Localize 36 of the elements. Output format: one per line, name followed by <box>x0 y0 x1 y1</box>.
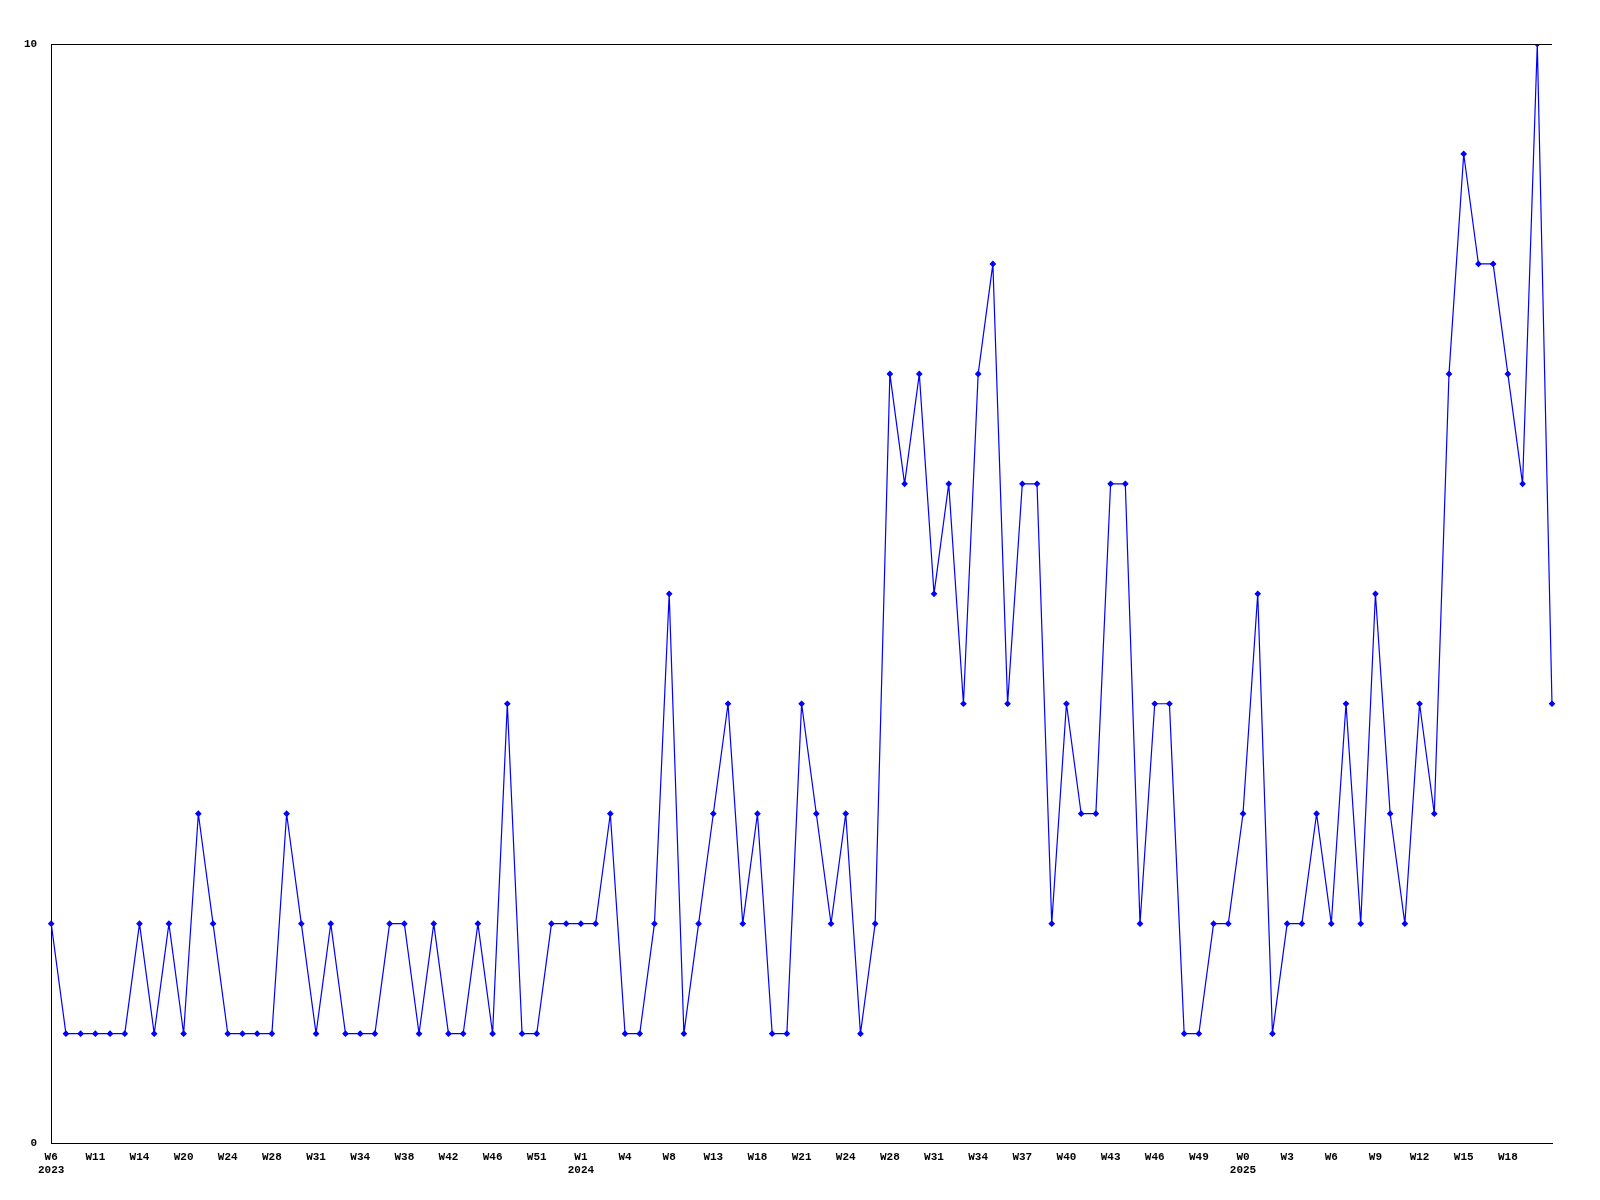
x-tick-label: W51 <box>526 1150 548 1163</box>
x-tick-label: W38 <box>394 1150 415 1163</box>
x-tick-label: W43 <box>1100 1150 1121 1163</box>
x-tick-label: W4 <box>618 1150 633 1163</box>
x-tick-label: W0 2025 <box>1229 1150 1257 1177</box>
x-tick-label: W37 <box>1012 1150 1033 1163</box>
x-tick-label: W18 <box>747 1150 768 1163</box>
x-tick-label: W20 <box>173 1150 194 1163</box>
x-tick-label: W40 <box>1056 1150 1077 1163</box>
x-tick-label: W28 <box>879 1150 901 1163</box>
x-tick-label: W11 <box>85 1150 106 1163</box>
x-tick-label: W24 <box>835 1150 857 1163</box>
x-tick-label: W14 <box>129 1150 150 1163</box>
x-tick-label: W15 <box>1453 1150 1475 1163</box>
x-tick-label: W6 2023 <box>38 1150 65 1177</box>
y-tick-label: 10 <box>24 37 38 50</box>
x-tick-label: W8 <box>662 1150 677 1163</box>
x-tick-label: W31 <box>306 1150 327 1163</box>
x-tick-label: W24 <box>217 1150 239 1163</box>
x-tick-label: W13 <box>703 1150 724 1163</box>
x-tick-label: W12 <box>1409 1150 1430 1163</box>
y-tick-label: 0 <box>30 1137 38 1150</box>
x-tick-label: W1 2024 <box>567 1150 595 1177</box>
x-tick-label: W34 <box>968 1150 989 1163</box>
x-tick-label: W34 <box>350 1150 371 1163</box>
x-tick-label: W46 <box>1144 1150 1165 1163</box>
x-tick-label: W31 <box>924 1150 945 1163</box>
x-tick-label: W49 <box>1188 1150 1209 1163</box>
x-tick-label: W42 <box>438 1150 459 1163</box>
x-tick-label: W3 <box>1280 1150 1295 1163</box>
x-tick-label: W18 <box>1497 1150 1519 1163</box>
x-tick-label: W46 <box>482 1150 503 1163</box>
x-tick-label: W9 <box>1368 1150 1383 1163</box>
x-tick-label: W28 <box>262 1150 283 1163</box>
x-tick-label: W21 <box>791 1150 812 1163</box>
x-tick-label: W6 <box>1324 1150 1338 1163</box>
